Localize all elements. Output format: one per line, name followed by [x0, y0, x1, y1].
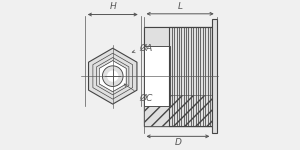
Bar: [144, 95, 216, 126]
Circle shape: [107, 70, 118, 82]
Bar: [144, 27, 212, 126]
Text: L: L: [178, 2, 183, 11]
Text: D: D: [175, 138, 182, 147]
Text: ØA: ØA: [132, 44, 152, 53]
Bar: [144, 46, 170, 106]
Bar: [144, 95, 212, 126]
Bar: [144, 27, 212, 126]
Bar: [212, 19, 217, 134]
Polygon shape: [88, 48, 137, 104]
Polygon shape: [99, 61, 126, 92]
Circle shape: [102, 66, 123, 86]
Text: ØC: ØC: [124, 84, 153, 103]
Bar: [169, 27, 212, 126]
Text: H: H: [110, 2, 116, 11]
